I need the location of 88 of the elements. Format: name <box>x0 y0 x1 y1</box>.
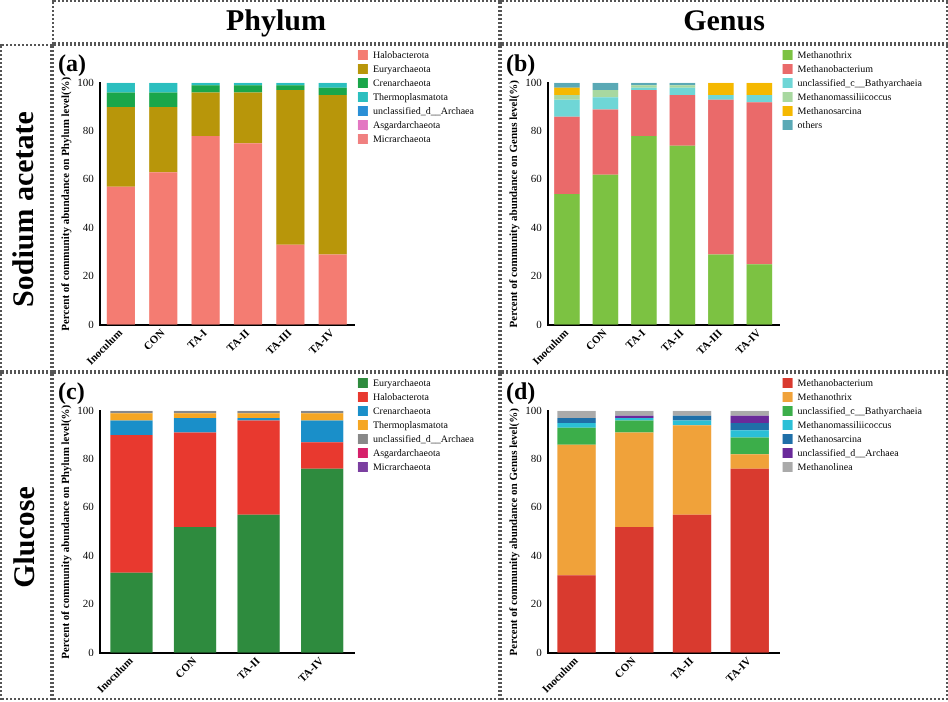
bar <box>173 432 217 527</box>
bar <box>554 87 580 95</box>
bar <box>730 415 769 423</box>
bar <box>173 526 217 653</box>
bar <box>746 102 773 265</box>
bar <box>615 432 654 527</box>
bar <box>746 82 773 95</box>
text: Genus <box>500 0 948 44</box>
bar <box>276 244 305 325</box>
bar <box>149 106 178 173</box>
bar <box>592 174 619 325</box>
bar <box>276 85 305 91</box>
bar <box>191 136 220 325</box>
bar <box>615 526 654 653</box>
bar <box>592 90 619 98</box>
bar <box>110 434 153 573</box>
bar <box>318 254 347 325</box>
bar <box>110 420 153 435</box>
bar <box>173 413 217 419</box>
bar <box>708 254 734 325</box>
bar <box>237 514 280 653</box>
chart-title: (c) <box>58 376 85 405</box>
bar <box>730 468 769 653</box>
bar <box>669 94 696 146</box>
bar <box>318 82 347 88</box>
bar <box>672 514 712 653</box>
bar <box>730 437 769 455</box>
chart-title: (a) <box>58 48 86 77</box>
bar <box>191 85 220 93</box>
bar <box>592 82 619 91</box>
bar <box>672 425 712 515</box>
bar <box>557 410 596 419</box>
bar <box>592 97 619 110</box>
bar <box>149 82 178 93</box>
bar <box>233 92 263 144</box>
bar <box>557 444 596 576</box>
bar <box>557 575 596 653</box>
bar <box>106 186 135 325</box>
bar <box>708 99 734 255</box>
bar <box>554 116 580 195</box>
bar <box>301 413 344 421</box>
bar <box>631 90 657 137</box>
bar <box>237 420 280 515</box>
bar <box>730 454 769 469</box>
text: Phylum <box>52 0 500 44</box>
bar <box>746 264 773 325</box>
bar <box>557 427 596 445</box>
bar <box>191 92 220 137</box>
text: Glucose <box>9 485 43 587</box>
bar <box>110 413 153 421</box>
bar <box>301 420 344 443</box>
bar <box>708 94 734 100</box>
bar <box>708 82 734 95</box>
bar <box>669 87 696 95</box>
bar <box>106 82 135 93</box>
bar <box>301 442 344 469</box>
bar <box>110 572 153 653</box>
bar <box>631 136 657 325</box>
bar <box>149 172 178 325</box>
text: Sodium acetate <box>9 110 43 306</box>
bar <box>554 99 580 117</box>
bar <box>318 94 347 255</box>
bar <box>672 410 712 416</box>
bar <box>557 422 596 428</box>
bar <box>554 194 580 325</box>
bar <box>276 90 305 245</box>
bar <box>746 94 773 103</box>
bar <box>730 422 769 431</box>
bar <box>106 92 135 107</box>
chart-title: (d) <box>506 376 536 405</box>
bar <box>554 94 580 100</box>
chart-title: (b) <box>506 48 536 77</box>
bar <box>149 92 178 107</box>
bar <box>233 85 263 93</box>
bar <box>669 145 696 325</box>
bar <box>672 420 712 426</box>
bar <box>301 468 344 653</box>
bar <box>233 143 263 325</box>
bar <box>730 430 769 438</box>
bar <box>237 413 280 419</box>
bar <box>554 82 580 88</box>
bar <box>615 420 654 433</box>
bar <box>318 87 347 95</box>
bar <box>615 410 654 416</box>
bar <box>730 410 769 416</box>
bar <box>173 418 217 433</box>
bar <box>106 106 135 187</box>
bar <box>592 109 619 175</box>
